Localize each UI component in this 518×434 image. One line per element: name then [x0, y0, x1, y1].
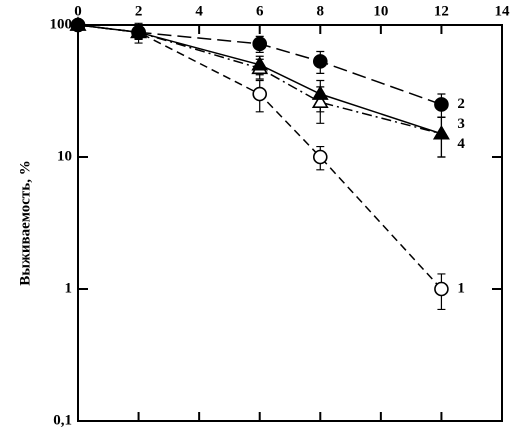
x-tick-label: 14 — [495, 3, 511, 19]
marker — [251, 56, 269, 71]
x-tick-label: 8 — [317, 3, 325, 19]
marker — [311, 93, 329, 109]
marker — [434, 97, 449, 112]
x-tick-label: 12 — [434, 3, 449, 19]
series-label: 3 — [457, 116, 465, 132]
series-label: 2 — [457, 96, 465, 112]
x-tick-label: 4 — [195, 3, 203, 19]
marker — [252, 36, 268, 52]
marker — [312, 149, 328, 165]
marker — [252, 86, 268, 102]
marker — [130, 23, 147, 39]
x-tick-label: 2 — [135, 3, 143, 19]
y-tick-label: 100 — [50, 16, 73, 32]
marker — [311, 85, 329, 100]
marker — [312, 54, 328, 69]
x-tick-label: 0 — [74, 3, 82, 19]
marker — [69, 16, 87, 31]
y-axis-label: Выживаемость, % — [17, 160, 33, 285]
plot-frame — [77, 24, 503, 422]
x-tick-label: 10 — [373, 3, 388, 19]
y-tick-label: 1 — [65, 280, 73, 296]
marker — [434, 281, 449, 297]
x-tick-label: 6 — [256, 3, 264, 19]
series-label: 1 — [457, 280, 465, 296]
y-tick-label: 0,1 — [53, 412, 72, 428]
marker — [433, 125, 450, 140]
series-label: 4 — [457, 136, 465, 152]
y-tick-label: 10 — [57, 148, 72, 164]
